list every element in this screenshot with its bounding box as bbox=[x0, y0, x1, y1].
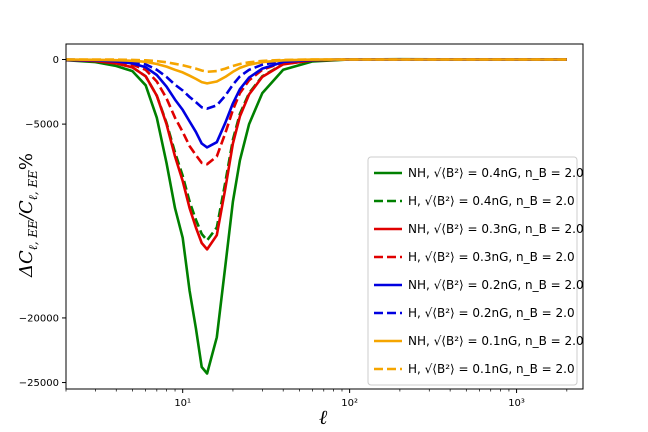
series-line-6 bbox=[66, 58, 567, 110]
legend-label: NH, √⟨B²⟩ = 0.3nG, n_B = 2.0 bbox=[408, 222, 584, 236]
x-tick-label: 10³ bbox=[508, 398, 525, 409]
legend-label: H, √⟨B²⟩ = 0.3nG, n_B = 2.0 bbox=[408, 250, 575, 264]
legend-label: NH, √⟨B²⟩ = 0.1nG, n_B = 2.0 bbox=[408, 334, 584, 348]
series-layer bbox=[66, 57, 567, 375]
legend-box bbox=[367, 156, 578, 386]
y-axis: 0 −5000 −20000 −25000 bbox=[19, 55, 66, 389]
legend-label: H, √⟨B²⟩ = 0.4nG, n_B = 2.0 bbox=[408, 194, 575, 208]
series-line-8 bbox=[66, 58, 567, 74]
legend-label: H, √⟨B²⟩ = 0.2nG, n_B = 2.0 bbox=[408, 306, 575, 320]
x-axis-label: ℓ bbox=[319, 405, 328, 429]
x-axis: 10¹ 10² 10³ bbox=[65, 389, 568, 409]
legend-label: NH, √⟨B²⟩ = 0.2nG, n_B = 2.0 bbox=[408, 278, 584, 292]
y-axis-label: ΔCℓ, EE/Cℓ, EE% bbox=[16, 153, 40, 278]
series-line-4 bbox=[66, 58, 567, 166]
y-tick-label: −25000 bbox=[19, 378, 59, 389]
plot-frame bbox=[65, 43, 584, 390]
y-tick-label: −5000 bbox=[25, 120, 59, 131]
legend-label: NH, √⟨B²⟩ = 0.4nG, n_B = 2.0 bbox=[408, 166, 584, 180]
legend-label: H, √⟨B²⟩ = 0.1nG, n_B = 2.0 bbox=[408, 362, 575, 376]
svg-text:ΔCℓ, EE/Cℓ, EE%: ΔCℓ, EE/Cℓ, EE% bbox=[16, 153, 40, 278]
y-tick-label: 0 bbox=[53, 55, 59, 66]
x-tick-label: 10¹ bbox=[174, 398, 191, 409]
y-tick-label: −20000 bbox=[19, 313, 59, 324]
legend: NH, √⟨B²⟩ = 0.4nG, n_B = 2.0 H, √⟨B²⟩ = 0… bbox=[367, 156, 584, 386]
x-tick-label: 10² bbox=[341, 398, 358, 409]
